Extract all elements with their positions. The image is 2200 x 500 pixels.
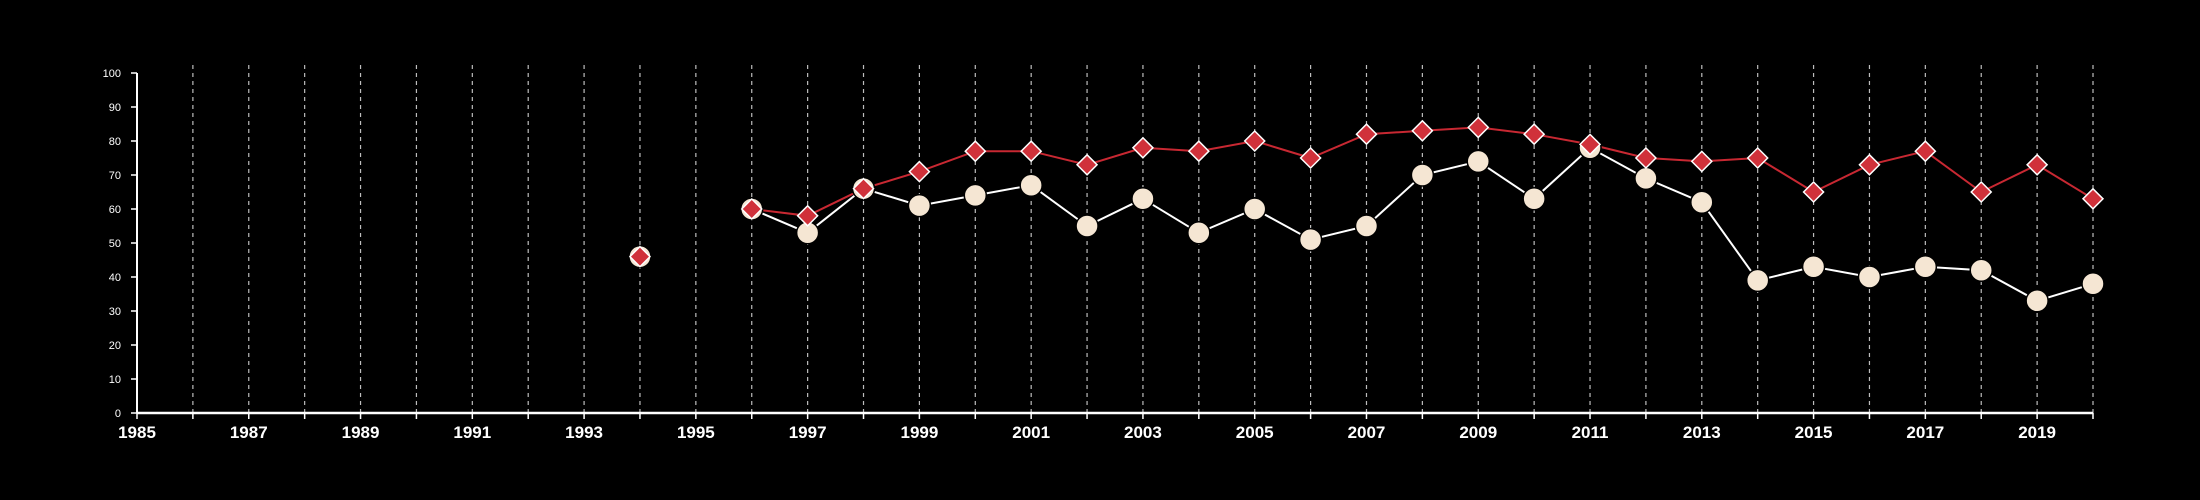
series-layer: [628, 116, 2105, 313]
circle-point-2013: [1690, 190, 1714, 214]
x-tick-label: 2009: [1459, 423, 1497, 442]
diamond-point-2003: [1131, 136, 1155, 159]
x-tick-label: 2003: [1124, 423, 1162, 442]
y-tick-label: 70: [109, 170, 121, 182]
diamond-point-1994: [628, 245, 652, 268]
diamond-point-2011: [1578, 133, 1602, 156]
circle-point-2014: [1745, 268, 1770, 293]
y-tick-label: 0: [115, 408, 121, 420]
grid-lines: [192, 65, 2094, 413]
diamond-point-2008: [1411, 119, 1434, 142]
x-tick-label: 2013: [1683, 423, 1721, 442]
diamond-point-2013: [1690, 150, 1713, 173]
diamond-point-2001: [1020, 140, 1043, 163]
x-tick-label: 1997: [789, 423, 827, 442]
circle-point-2009: [1466, 149, 1491, 174]
diamond-point-2015: [1802, 180, 1825, 204]
circle-point-2010: [1522, 187, 1546, 211]
diamond-point-2012: [1634, 146, 1657, 170]
circle-point-2015: [1801, 255, 1826, 279]
x-tick-label: 1999: [900, 423, 938, 442]
x-tick-label: 2015: [1795, 423, 1833, 442]
diamond-point-2009: [1467, 116, 1490, 139]
diamond-point-2018: [1970, 180, 1993, 204]
circle-point-2017: [1913, 255, 1938, 279]
circle-point-1999: [907, 193, 932, 218]
diamond-point-2010: [1523, 123, 1546, 146]
y-tick-label: 60: [109, 204, 121, 216]
y-tick-label: 90: [109, 102, 121, 114]
diamond-point-1998: [852, 177, 875, 200]
circle-point-2001: [1019, 173, 1043, 197]
x-tick-label: 2001: [1012, 423, 1050, 442]
diamond-point-2014: [1746, 146, 1769, 170]
diamond-point-2005: [1243, 129, 1266, 153]
diamond-point-2016: [1858, 153, 1881, 176]
y-tick-label: 50: [109, 238, 121, 250]
circle-point-2003: [1131, 187, 1155, 211]
x-tick-label: 2007: [1348, 423, 1386, 442]
x-tick-label: 1993: [565, 423, 603, 442]
x-tick-label: 1991: [453, 423, 491, 442]
diamond-point-2002: [1075, 153, 1099, 176]
diamond-point-1999: [908, 160, 931, 183]
diamond-point-2007: [1355, 123, 1378, 146]
x-tick-label: 2011: [1572, 423, 1609, 442]
circle-point-2000: [963, 183, 988, 208]
diamond-point-1996: [740, 197, 763, 221]
circle-point-2016: [1857, 265, 1882, 289]
diamond-point-2004: [1187, 140, 1210, 163]
circle-point-2019: [2025, 289, 2049, 313]
diamond-point-2006: [1299, 146, 1322, 170]
y-tick-label: 20: [109, 340, 121, 352]
circle-point-2004: [1187, 221, 1211, 245]
x-tick-label: 2005: [1236, 423, 1274, 442]
circle-point-2012: [1634, 166, 1658, 191]
circle-point-2008: [1410, 163, 1435, 187]
circle-point-2006: [1298, 227, 1323, 252]
circle-point-2005: [1242, 197, 1267, 221]
x-tick-label: 1989: [342, 423, 380, 442]
y-tick-label: 100: [103, 68, 121, 80]
x-tick-label: 1995: [677, 423, 715, 442]
circle-point-2018: [1969, 258, 1993, 282]
diamond-point-2017: [1914, 140, 1937, 163]
y-tick-label: 30: [109, 306, 121, 318]
x-tick-label: 1987: [230, 423, 268, 442]
x-tick-label: 1985: [118, 423, 156, 442]
circle-point-2007: [1354, 214, 1379, 238]
diamond-point-1997: [796, 204, 819, 227]
diamond-point-2020: [2081, 187, 2105, 210]
x-tick-label: 2019: [2018, 423, 2056, 442]
axes: 0 10 20 30 40 50 60 70 80 90 100 1985 1987 1989 1991 19…: [103, 68, 2094, 442]
circle-point-2002: [1075, 214, 1099, 238]
y-tick-label: 40: [109, 272, 121, 284]
circle-point-2020: [2081, 272, 2105, 296]
y-tick-label: 10: [109, 374, 121, 386]
y-tick-label: 80: [109, 136, 121, 148]
diamond-point-2019: [2026, 153, 2049, 176]
diamond-point-2000: [964, 140, 987, 163]
x-tick-label: 2017: [1906, 423, 1944, 442]
